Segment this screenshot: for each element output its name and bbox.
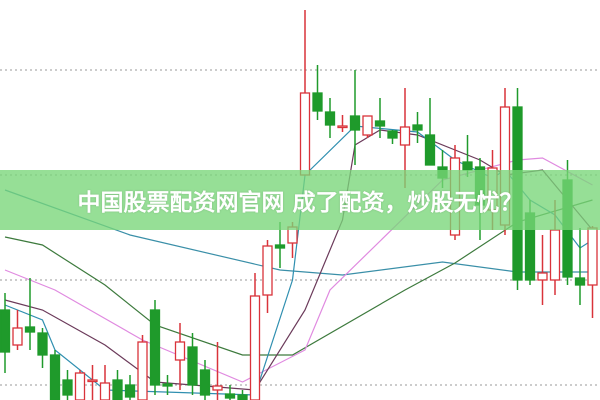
candle-down	[149, 309, 161, 386]
candle-down	[49, 354, 61, 400]
banner-text: 中国股票配资网官网 成了配资，炒股无忧？	[77, 190, 523, 216]
candle-down	[187, 346, 198, 386]
candle-down	[224, 393, 236, 399]
candle-up	[249, 295, 261, 400]
candle-down	[349, 115, 361, 131]
candle-up	[362, 115, 373, 136]
candle-up	[74, 372, 86, 400]
candle-up	[587, 227, 598, 286]
candle-down	[324, 111, 336, 126]
candle-up	[549, 229, 561, 281]
candle-down	[387, 130, 398, 139]
candle-down	[412, 124, 423, 131]
moving-average-line	[4, 157, 593, 383]
candle-down	[124, 384, 136, 398]
candle-down	[424, 134, 436, 166]
candle-down	[574, 277, 586, 286]
candle-down	[237, 394, 248, 400]
candle-down	[312, 92, 323, 112]
candle-up	[537, 272, 548, 281]
candle-up	[262, 245, 273, 296]
candle-up	[299, 92, 311, 176]
candle-down	[162, 383, 173, 387]
candle-up	[337, 125, 348, 129]
banner: 中国股票配资网官网 成了配资，炒股无忧？	[0, 170, 600, 230]
candle-up	[399, 126, 411, 146]
candle-down	[24, 326, 36, 333]
candle-down	[62, 379, 73, 396]
candle-up	[87, 379, 98, 383]
candle-up	[137, 341, 148, 400]
candle-up	[212, 385, 223, 391]
candle-down	[374, 120, 386, 127]
candle-down	[199, 369, 211, 396]
candle-down	[0, 309, 11, 353]
candle-down	[112, 379, 123, 400]
candle-up	[174, 341, 186, 361]
candle-up	[99, 382, 111, 400]
candle-down	[274, 244, 286, 249]
candle-down	[37, 332, 48, 356]
candle-up	[12, 327, 23, 346]
candle-down	[462, 161, 473, 171]
